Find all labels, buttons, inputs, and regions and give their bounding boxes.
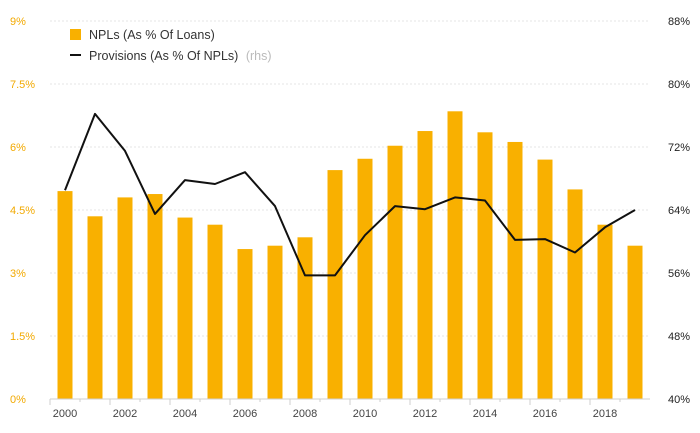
bar-2019 bbox=[627, 245, 643, 399]
npl-bars bbox=[57, 111, 643, 400]
y-left-tick-label: 4.5% bbox=[10, 205, 35, 217]
bar-2013 bbox=[447, 111, 463, 400]
x-tick-label: 2006 bbox=[233, 408, 257, 420]
y-left-tick-label: 3% bbox=[10, 268, 26, 280]
bar-2007 bbox=[267, 245, 283, 399]
bar-2002 bbox=[117, 197, 133, 399]
bar-2014 bbox=[477, 132, 493, 400]
legend-label-provisions-rhs: (rhs) bbox=[246, 49, 272, 63]
x-tick-label: 2012 bbox=[413, 408, 437, 420]
x-tick-label: 2014 bbox=[473, 408, 497, 420]
x-tick-label: 2000 bbox=[53, 408, 77, 420]
bar-2001 bbox=[87, 216, 103, 399]
bar-2005 bbox=[207, 224, 223, 399]
x-tick-label: 2004 bbox=[173, 408, 197, 420]
bar-2006 bbox=[237, 249, 253, 399]
y-left-tick-label: 6% bbox=[10, 142, 26, 154]
bar-2003 bbox=[147, 194, 163, 399]
bar-2015 bbox=[507, 141, 523, 399]
y-left-tick-label: 9% bbox=[10, 16, 26, 28]
y-left-tick-label: 0% bbox=[10, 394, 26, 406]
bar-2016 bbox=[537, 159, 553, 399]
legend-label-npl: NPLs (As % Of Loans) bbox=[89, 28, 215, 42]
bar-2011 bbox=[387, 145, 403, 399]
provisions-line bbox=[64, 112, 636, 277]
bar-2000 bbox=[57, 191, 73, 399]
x-tick-label: 2008 bbox=[293, 408, 317, 420]
legend-label-provisions-main: Provisions (As % Of NPLs) bbox=[89, 49, 238, 63]
bar-2008 bbox=[297, 237, 313, 399]
bar-2004 bbox=[177, 217, 193, 399]
legend: NPLs (As % Of Loans) Provisions (As % Of… bbox=[70, 28, 272, 63]
y-right-tick-label: 88% bbox=[668, 16, 690, 28]
legend-swatch-npl bbox=[70, 29, 81, 40]
gridlines bbox=[50, 20, 650, 337]
bar-2012 bbox=[417, 131, 433, 400]
y-right-tick-label: 64% bbox=[668, 205, 690, 217]
bar-2018 bbox=[597, 224, 613, 399]
bar-2010 bbox=[357, 158, 373, 399]
y-right-tick-label: 48% bbox=[668, 331, 690, 343]
axes: 0% 1.5% 3% 4.5% 6% 7.5% 9% 40% 48% 56% 64% 72% 80% 88… bbox=[10, 16, 690, 420]
y-right-tick-label: 80% bbox=[668, 79, 690, 91]
y-left-tick-label: 7.5% bbox=[10, 79, 35, 91]
x-tick-label: 2016 bbox=[533, 408, 557, 420]
x-tick-label: 2018 bbox=[593, 408, 617, 420]
legend-label-provisions: Provisions (As % Of NPLs) (rhs) bbox=[89, 49, 272, 63]
x-tick-label: 2002 bbox=[113, 408, 137, 420]
y-right-tick-label: 56% bbox=[668, 268, 690, 280]
y-right-tick-label: 40% bbox=[668, 394, 690, 406]
y-right-tick-label: 72% bbox=[668, 142, 690, 154]
y-left-tick-label: 1.5% bbox=[10, 331, 35, 343]
provisions-polyline bbox=[64, 112, 636, 277]
bar-2009 bbox=[327, 170, 343, 399]
x-tick-label: 2010 bbox=[353, 408, 377, 420]
bar-2017 bbox=[567, 189, 583, 399]
